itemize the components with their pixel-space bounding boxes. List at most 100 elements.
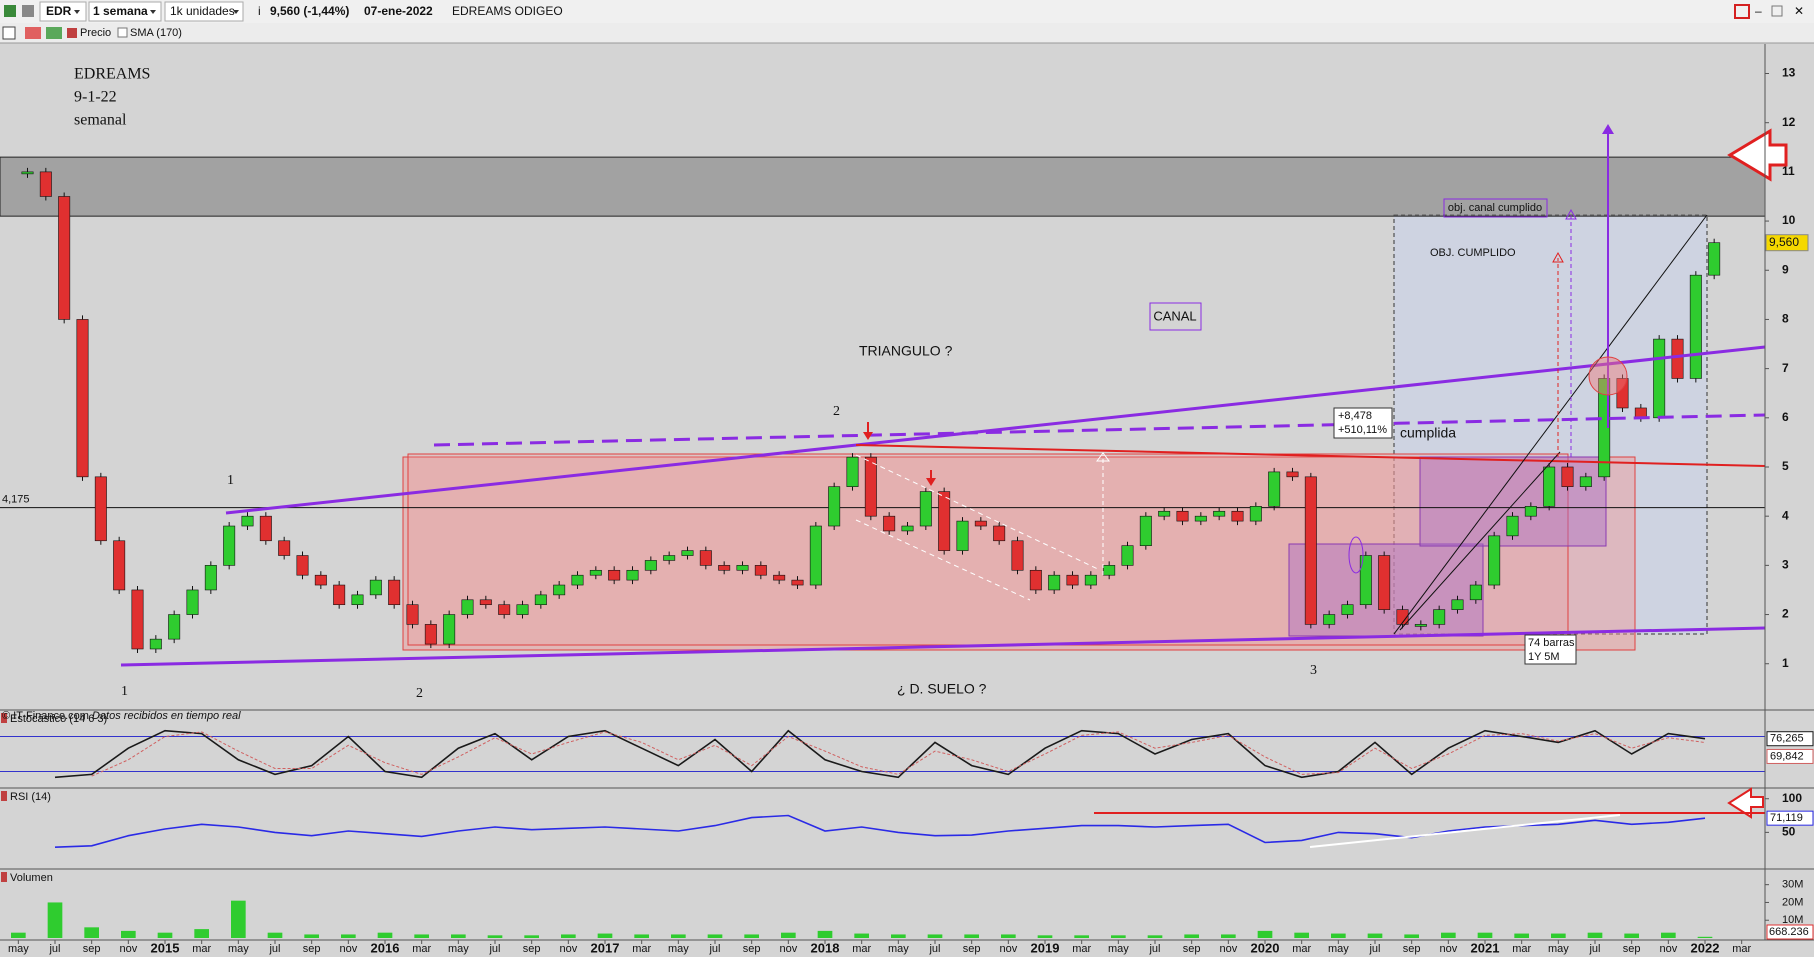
minimize[interactable]: – xyxy=(1755,4,1762,18)
candle xyxy=(901,525,914,532)
volume-bar xyxy=(964,934,979,938)
sma-legend[interactable]: SMA (170) xyxy=(130,27,182,39)
candle xyxy=(571,574,584,586)
candle xyxy=(1561,466,1574,487)
volume-bar xyxy=(267,932,283,938)
candle xyxy=(241,515,254,527)
candle xyxy=(406,604,419,625)
volume-bar xyxy=(1221,934,1236,938)
wave-label: 1 xyxy=(121,684,128,699)
x-tick-label: jul xyxy=(48,943,60,955)
candle xyxy=(1084,574,1097,586)
candle xyxy=(773,574,786,581)
x-tick-label: 2021 xyxy=(1471,940,1500,955)
x-tick-label: mar xyxy=(1292,943,1311,955)
refresh[interactable] xyxy=(1734,4,1750,19)
candle xyxy=(1176,510,1189,522)
candle xyxy=(1653,338,1666,419)
symbol[interactable]: EDR xyxy=(46,4,72,18)
volume-bar xyxy=(1404,934,1419,938)
close[interactable]: ✕ xyxy=(1794,4,1804,18)
wave-label: 2 xyxy=(833,404,840,419)
units[interactable]: 1k unidades xyxy=(170,4,235,18)
volume-bar xyxy=(341,934,356,938)
candle xyxy=(608,569,621,581)
candle xyxy=(1708,242,1721,276)
volume-bar xyxy=(1367,933,1383,938)
volume-bar xyxy=(231,900,246,938)
x-tick-label: nov xyxy=(1219,943,1237,955)
candle xyxy=(39,171,52,197)
x-tick-label: mar xyxy=(1732,943,1751,955)
candle xyxy=(626,569,639,581)
price-legend[interactable]: Precio xyxy=(80,27,111,39)
candle xyxy=(938,491,951,551)
note: cumplida xyxy=(1400,425,1456,441)
x-tick-label: 2015 xyxy=(151,940,180,955)
candle xyxy=(443,614,456,645)
units-box[interactable] xyxy=(164,1,244,22)
panel-title-box xyxy=(1,791,7,801)
candle xyxy=(1579,476,1592,487)
icon[interactable] xyxy=(22,5,34,17)
note: CANAL xyxy=(1153,308,1196,323)
candle xyxy=(259,515,272,542)
volume-bar xyxy=(47,902,63,938)
note: ¿ D. SUELO ? xyxy=(897,681,987,697)
volume-bar xyxy=(744,934,759,938)
wave-label: 2 xyxy=(416,686,423,701)
candle xyxy=(736,565,749,571)
panel-title: Estocástico (14 6 3) xyxy=(10,713,107,725)
candle xyxy=(1451,599,1464,610)
trend-line xyxy=(1399,451,1561,631)
volume-bar xyxy=(1514,933,1529,938)
x-tick-label: may xyxy=(8,943,29,955)
last-value-label: 69,842 xyxy=(1770,750,1804,762)
icon[interactable] xyxy=(46,27,62,39)
note: 1Y 5M xyxy=(1528,651,1560,663)
candle xyxy=(113,540,126,591)
y-tick-label: 10M xyxy=(1782,914,1803,926)
candle xyxy=(168,614,181,640)
last-value-label: 71,119 xyxy=(1770,812,1803,824)
channel-top xyxy=(225,345,1766,515)
maximize[interactable] xyxy=(1771,5,1783,17)
panel-title-box xyxy=(1,872,7,882)
icon[interactable] xyxy=(4,5,16,17)
y-tick-label: 9 xyxy=(1782,262,1789,276)
candle xyxy=(1139,515,1152,546)
y-tick-label: 12 xyxy=(1782,115,1796,129)
quote: 9,560 (-1,44%) xyxy=(270,4,349,18)
volume-bar xyxy=(1697,936,1713,938)
checkbox[interactable] xyxy=(117,27,128,38)
x-tick-label: may xyxy=(1328,943,1349,955)
volume-bar xyxy=(854,933,869,938)
symbol-box[interactable] xyxy=(39,1,87,22)
candle xyxy=(516,604,529,615)
source: © IT-Finance.com xyxy=(2,710,89,722)
volume-bar xyxy=(1074,935,1089,938)
candle xyxy=(296,555,309,576)
last-value-label: 76,265 xyxy=(1770,733,1804,745)
icon[interactable] xyxy=(25,27,41,39)
y-tick-label: 10 xyxy=(1782,213,1796,227)
candle xyxy=(589,569,602,576)
period-box[interactable] xyxy=(88,1,162,22)
period[interactable]: 1 semana xyxy=(93,4,148,18)
x-tick-label: mar xyxy=(412,943,431,955)
volume-bar xyxy=(451,934,466,938)
y-tick-label: 1 xyxy=(1782,656,1789,670)
toolbar-second xyxy=(0,23,1814,43)
panel-title: Volumen xyxy=(10,872,53,884)
x-tick-label: nov xyxy=(999,943,1017,955)
icon[interactable] xyxy=(2,26,16,40)
volume-bar xyxy=(1147,935,1163,938)
date: 07-ene-2022 xyxy=(364,4,433,18)
last-value-box xyxy=(1766,748,1814,764)
candle xyxy=(479,599,492,606)
candle xyxy=(1414,624,1427,627)
drawings-back xyxy=(0,156,1766,651)
candle xyxy=(388,579,401,606)
panel-title: RSI (14) xyxy=(10,791,51,803)
